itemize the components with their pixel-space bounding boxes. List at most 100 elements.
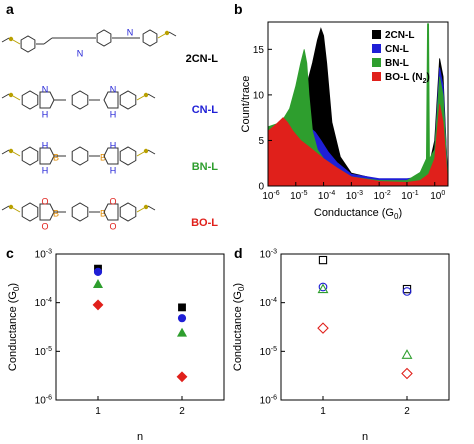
heteroatom-bottom-right: H	[110, 166, 117, 176]
panel-label-b: b	[234, 1, 243, 17]
y-tick-label: 10-4	[260, 297, 277, 309]
sme-left-methyl	[1, 93, 10, 99]
scatter-chart-c: 10-6 10-5 10-4 10-3 1 2 Conductance (G0) n	[7, 249, 225, 443]
molecule-name-bn-l: BN-L	[192, 161, 219, 173]
diazaborole-ring-left	[39, 147, 55, 165]
heteroatom-top-left: N	[42, 85, 49, 95]
legend-label: BN-L	[385, 58, 409, 69]
benzo-ring-right	[119, 146, 137, 166]
histogram-area-4	[267, 103, 449, 187]
x-axis-title: n	[137, 431, 143, 443]
x-tick-label: 10-5	[290, 190, 307, 202]
sme-right-sulfur	[143, 92, 149, 98]
legend-label: CN-L	[385, 44, 409, 55]
y-tick-label: 5	[258, 136, 264, 147]
data-point-square	[318, 255, 328, 265]
heteroatom-top-right: N	[110, 85, 117, 95]
data-point-circle	[318, 282, 328, 292]
bond	[43, 37, 53, 45]
legend-swatch	[372, 58, 381, 67]
heteroatom-bottom-right: O	[109, 222, 116, 232]
x-axis-title: n	[362, 431, 368, 443]
sme-left-sulfur	[8, 148, 14, 154]
data-point-triangle	[92, 279, 104, 288]
heteroatom-top-right: O	[109, 197, 116, 207]
sme-right-sulfur	[143, 204, 149, 210]
data-point-triangle	[401, 349, 413, 359]
panel-label-a: a	[6, 1, 14, 17]
ring-center	[71, 202, 89, 222]
panel-label-d: d	[234, 245, 243, 261]
y-tick-label: 0	[258, 182, 264, 193]
sme-right-bond	[136, 207, 145, 213]
data-point-triangle	[317, 283, 329, 294]
ring-left	[20, 35, 36, 53]
histogram-chart: 0 5 10 15 10-6 10-5 10-4 10-3 10-2 10-1 100 Count/t…	[240, 21, 449, 221]
sme-right-methyl	[147, 149, 156, 155]
heteroatom-bottom-left: H	[42, 110, 49, 120]
diazaborole-ring-right	[103, 147, 119, 165]
panel-label-c: c	[6, 245, 14, 261]
molecule-name-2cn-l: 2CN-L	[186, 53, 219, 65]
nitrogen-atom: N	[77, 49, 84, 59]
y-tick-label: 10	[253, 90, 265, 101]
y-tick-label: 15	[253, 45, 265, 56]
sme-left-methyl	[1, 149, 10, 155]
heteroatom-top-left: O	[41, 197, 48, 207]
heteroatom-bottom-left: H	[42, 166, 49, 176]
benzo-ring-right	[119, 90, 137, 110]
y-axis-title: Conductance (G0)	[232, 283, 246, 371]
legend-label: 2CN-L	[385, 30, 414, 41]
sme-left-bond	[12, 95, 21, 101]
ring-center	[71, 90, 89, 110]
legend-swatch	[372, 72, 381, 81]
plot-frame	[55, 253, 225, 401]
legend-label: BO-L (N2)	[385, 72, 430, 85]
data-point-diamond	[176, 371, 188, 383]
sme-right-sulfur	[143, 148, 149, 154]
imidazole-ring-left	[39, 91, 55, 109]
sme-left-sulfur	[8, 92, 14, 98]
x-tick-label: 10-3	[346, 190, 363, 202]
data-point-circle	[177, 314, 187, 323]
data-point-diamond	[317, 322, 329, 334]
molecule-name-cn-l: CN-L	[192, 104, 219, 116]
y-tick-label: 10-5	[260, 346, 277, 358]
x-tick-label: 2	[179, 406, 185, 417]
sme-right-bond	[136, 151, 145, 157]
data-point-square	[178, 303, 186, 312]
x-tick-label: 2	[404, 406, 410, 417]
sme-left-sulfur	[8, 36, 14, 42]
heteroatom-bottom-left: O	[41, 222, 48, 232]
sme-right-methyl	[147, 93, 156, 99]
benzo-ring-left	[21, 202, 39, 222]
x-tick-label: 10-6	[262, 190, 279, 202]
heteroatom-bottom-right: H	[110, 110, 117, 120]
plot-frame	[280, 253, 450, 401]
sme-right-methyl	[168, 31, 177, 37]
y-tick-label: 10-3	[35, 249, 52, 261]
bridge-atom-left: B	[53, 153, 59, 163]
molecule-structure-bo-l: OOB BOO	[1, 197, 156, 232]
x-tick-label: 10-2	[373, 190, 390, 202]
sme-left-bond	[12, 39, 21, 45]
sme-right-bond	[157, 33, 166, 39]
bridge-atom-right: B	[100, 153, 106, 163]
data-point-diamond	[401, 367, 413, 380]
molecule-structure-cn-l: N H N H	[1, 85, 156, 120]
sme-right-bond	[136, 95, 145, 101]
scatter-chart-d: 10-6 10-5 10-4 10-3 1 2 Conductance (G0) n	[232, 249, 450, 443]
x-tick-label: 1	[320, 406, 326, 417]
x-tick-label: 100	[430, 190, 445, 202]
y-tick-label: 10-6	[35, 395, 52, 407]
x-axis-title: Conductance (G0)	[314, 207, 402, 221]
molecule-name-bo-l: BO-L	[191, 217, 218, 229]
data-point-circle	[402, 287, 412, 296]
y-axis-title: Conductance (G0)	[7, 283, 21, 371]
x-tick-label: 10-4	[318, 190, 335, 202]
sme-right-sulfur	[164, 30, 170, 36]
y-tick-label: 10-5	[35, 346, 52, 358]
sme-left-methyl	[1, 37, 10, 43]
